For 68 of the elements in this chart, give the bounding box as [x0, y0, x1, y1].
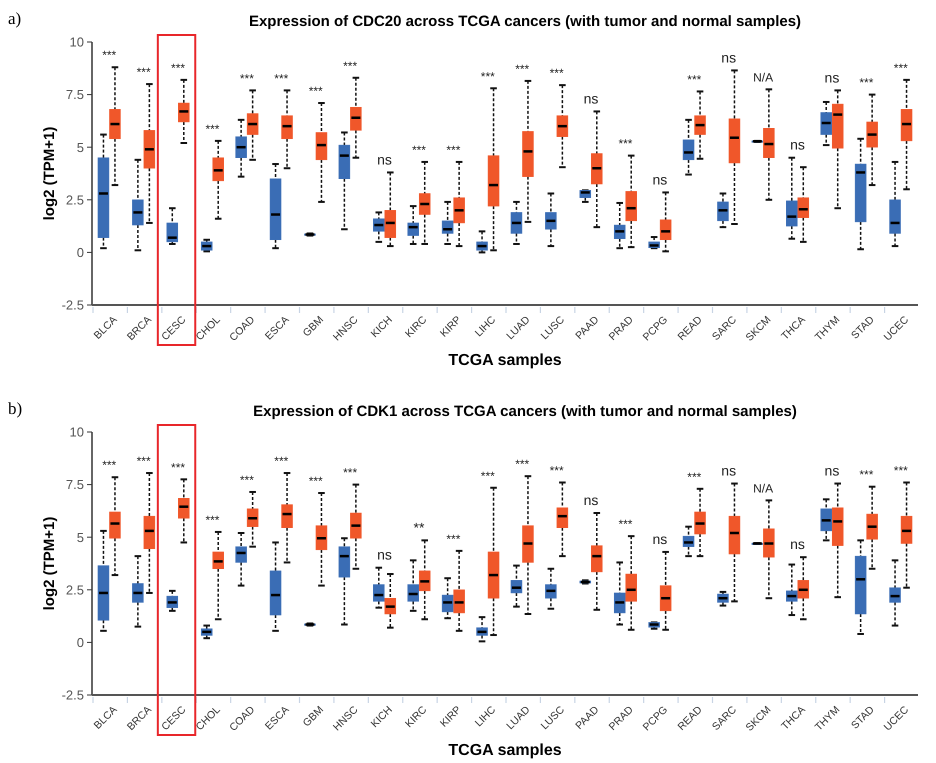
annotation: *** — [171, 60, 186, 75]
annotation: *** — [343, 58, 358, 73]
annotation: *** — [308, 84, 324, 98]
annotation: *** — [205, 122, 220, 136]
x-axis-title: TCGA samples — [448, 352, 562, 369]
annotation: *** — [618, 136, 633, 151]
annotation: ** — [414, 519, 425, 536]
annotation: ns — [584, 90, 598, 106]
y-tick-label: 2.5 — [66, 192, 84, 208]
annotation: *** — [859, 76, 874, 90]
y-tick-label: 7.5 — [66, 477, 84, 492]
y-tick-label: 5 — [76, 530, 84, 545]
annotation: *** — [480, 468, 496, 483]
annotation: N/A — [753, 70, 774, 84]
chart-title: Expression of CDK1 across TCGA cancers (with tumor and normal samples) — [253, 403, 797, 420]
y-tick-label: 10 — [70, 424, 84, 440]
x-axis-title: TCGA samples — [448, 742, 562, 759]
annotation: *** — [240, 472, 254, 487]
annotation: ns — [652, 530, 668, 547]
annotation: ns — [721, 49, 736, 66]
annotation: ns — [721, 462, 736, 479]
y-tick-label: 10 — [70, 34, 84, 50]
annotation: *** — [136, 65, 151, 80]
chart-title: Expression of CDC20 across TCGA cancers (with tumor and normal samples) — [248, 13, 802, 30]
annotation: ns — [824, 69, 840, 86]
annotation: ns — [584, 492, 598, 508]
annotation: *** — [343, 466, 358, 480]
annotation: ns — [652, 171, 668, 188]
y-tick-label: -2.5 — [62, 688, 84, 703]
annotation: *** — [446, 532, 461, 546]
annotation: *** — [859, 468, 874, 482]
y-tick-label: 0 — [76, 634, 84, 650]
y-tick-label: -2.5 — [62, 298, 84, 313]
y-axis-title: log2 (TPM+1) — [41, 516, 58, 610]
y-tick-label: 5 — [76, 140, 84, 155]
annotation: *** — [618, 517, 633, 532]
text: b) — [8, 399, 22, 418]
annotation: ns — [377, 151, 392, 168]
annotation: *** — [480, 69, 496, 84]
annotation: *** — [274, 454, 289, 468]
annotation: *** — [102, 458, 117, 472]
annotation: ns — [790, 136, 805, 153]
y-axis-title: log2 (TPM+1) — [41, 126, 58, 220]
y-tick-label: 0 — [76, 244, 84, 260]
annotation: *** — [205, 512, 220, 527]
annotation: *** — [515, 457, 530, 472]
annotation: *** — [308, 474, 324, 488]
annotation: *** — [240, 71, 254, 86]
annotation: *** — [550, 463, 564, 478]
annotation: *** — [446, 142, 461, 157]
annotation: *** — [412, 142, 426, 157]
annotation: *** — [550, 66, 564, 80]
annotation: *** — [687, 470, 702, 484]
annotation: ns — [377, 546, 392, 563]
annotation: ns — [824, 462, 840, 479]
annotation: *** — [171, 460, 186, 474]
annotation: *** — [136, 454, 151, 468]
annotation: N/A — [753, 481, 774, 496]
annotation: ns — [790, 536, 805, 552]
annotation: *** — [274, 71, 289, 86]
annotation: *** — [515, 62, 530, 76]
annotation: *** — [687, 72, 702, 86]
y-tick-label: 7.5 — [66, 87, 84, 102]
annotation: *** — [894, 463, 908, 478]
annotation: *** — [894, 60, 908, 75]
annotation: *** — [102, 48, 117, 62]
y-tick-label: 2.5 — [66, 582, 84, 598]
text: a) — [8, 9, 22, 28]
